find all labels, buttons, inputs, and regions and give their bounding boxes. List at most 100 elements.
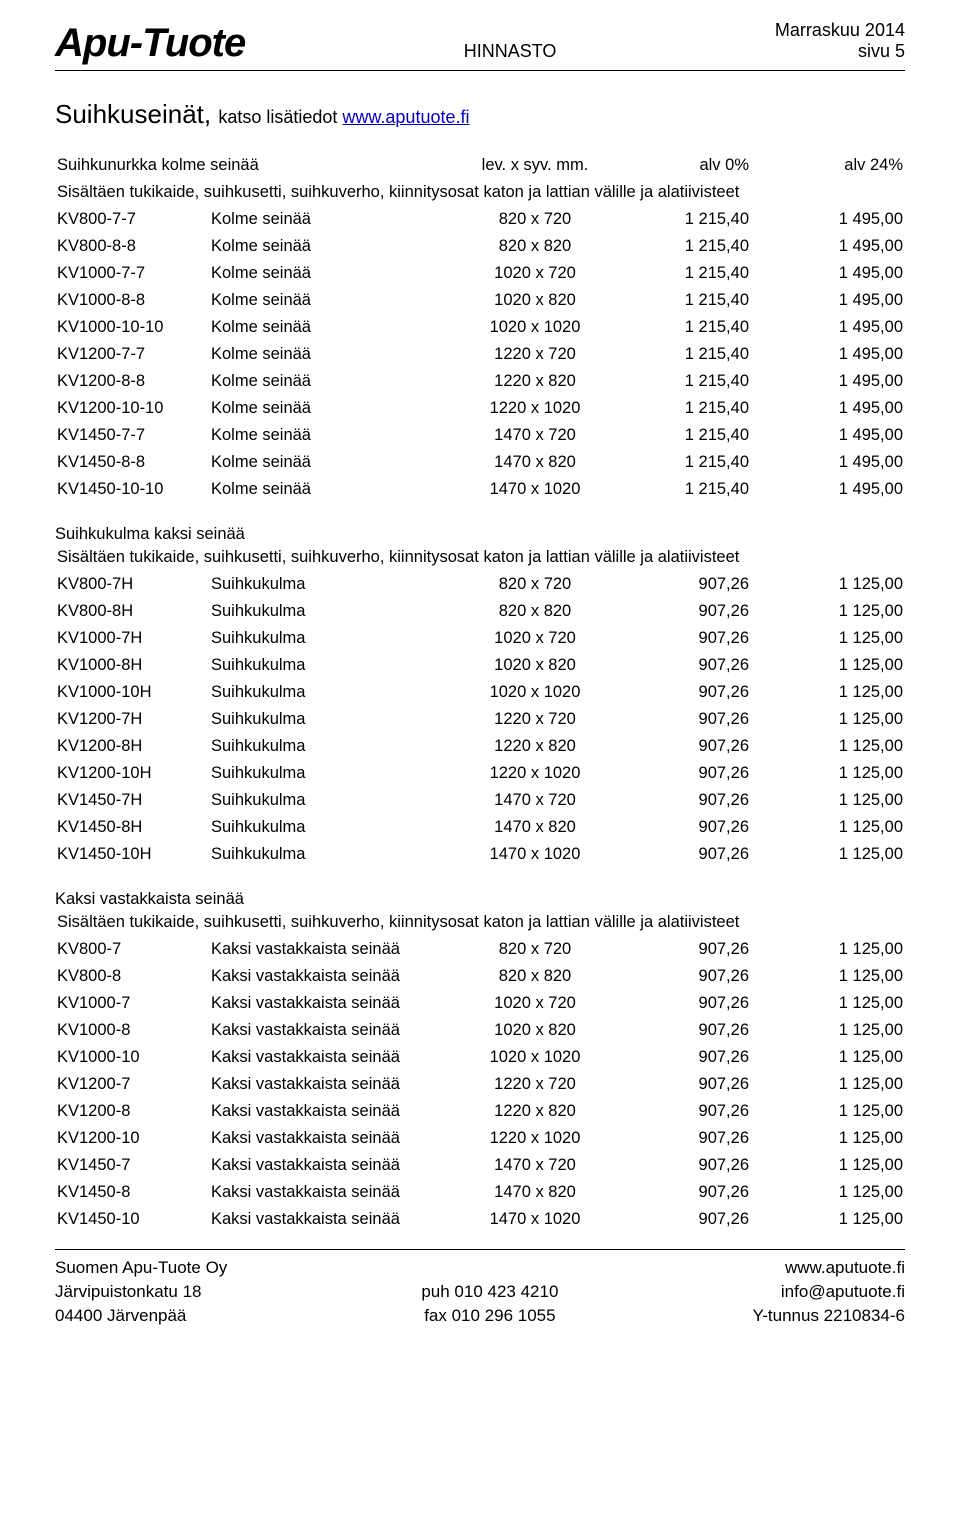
cell-price-novat: 907,26: [607, 1206, 751, 1233]
cell-price-vat: 1 125,00: [751, 1017, 905, 1044]
cell-price-novat: 907,26: [607, 990, 751, 1017]
cell-size: 1220 x 720: [463, 1071, 607, 1098]
cell-size: 1020 x 1020: [463, 679, 607, 706]
table-row: KV1450-8-8Kolme seinää1470 x 8201 215,40…: [55, 449, 905, 476]
cell-size: 1470 x 820: [463, 449, 607, 476]
section3-head: Kaksi vastakkaista seinää: [55, 890, 905, 909]
cell-price-novat: 1 215,40: [607, 314, 751, 341]
cell-desc: Kaksi vastakkaista seinää: [209, 1017, 463, 1044]
cell-code: KV1000-10: [55, 1044, 209, 1071]
cell-desc: Kaksi vastakkaista seinää: [209, 1179, 463, 1206]
cell-price-vat: 1 125,00: [751, 1125, 905, 1152]
section1-head-p1: alv 0%: [607, 152, 751, 179]
cell-code: KV1200-8-8: [55, 368, 209, 395]
cell-code: KV1200-7: [55, 1071, 209, 1098]
price-table-1: Suihkunurkka kolme seinää lev. x syv. mm…: [55, 152, 905, 503]
cell-size: 1020 x 720: [463, 990, 607, 1017]
cell-price-novat: 907,26: [607, 841, 751, 868]
cell-size: 1020 x 1020: [463, 314, 607, 341]
table-row: KV1200-8-8Kolme seinää1220 x 8201 215,40…: [55, 368, 905, 395]
cell-code: KV1000-10-10: [55, 314, 209, 341]
cell-price-novat: 907,26: [607, 1152, 751, 1179]
title-block: Suihkuseinät, katso lisätiedot www.aputu…: [55, 99, 905, 130]
cell-size: 1470 x 720: [463, 422, 607, 449]
cell-price-vat: 1 125,00: [751, 571, 905, 598]
table-row: KV1200-7HSuihkukulma1220 x 720907,261 12…: [55, 706, 905, 733]
cell-desc: Suihkukulma: [209, 598, 463, 625]
table-row: KV1450-10-10Kolme seinää1470 x 10201 215…: [55, 476, 905, 503]
cell-price-vat: 1 495,00: [751, 449, 905, 476]
cell-desc: Kaksi vastakkaista seinää: [209, 990, 463, 1017]
cell-price-vat: 1 495,00: [751, 233, 905, 260]
footer-businessid: Y-tunnus 2210834-6: [752, 1304, 905, 1328]
cell-desc: Kolme seinää: [209, 476, 463, 503]
cell-size: 1020 x 720: [463, 260, 607, 287]
header-center: HINNASTO: [464, 41, 557, 66]
cell-price-novat: 907,26: [607, 787, 751, 814]
cell-desc: Kolme seinää: [209, 233, 463, 260]
table-row: KV800-7Kaksi vastakkaista seinää820 x 72…: [55, 936, 905, 963]
cell-code: KV1000-7: [55, 990, 209, 1017]
cell-desc: Suihkukulma: [209, 571, 463, 598]
aputuote-link[interactable]: www.aputuote.fi: [342, 107, 469, 127]
table-row: KV1200-7Kaksi vastakkaista seinää1220 x …: [55, 1071, 905, 1098]
table-row: KV1000-8Kaksi vastakkaista seinää1020 x …: [55, 1017, 905, 1044]
cell-price-novat: 1 215,40: [607, 368, 751, 395]
cell-size: 820 x 820: [463, 233, 607, 260]
table-row: KV800-8Kaksi vastakkaista seinää820 x 82…: [55, 963, 905, 990]
cell-size: 1220 x 720: [463, 706, 607, 733]
cell-desc: Kolme seinää: [209, 368, 463, 395]
cell-price-novat: 907,26: [607, 1044, 751, 1071]
cell-price-vat: 1 495,00: [751, 287, 905, 314]
cell-size: 1220 x 720: [463, 341, 607, 368]
table-row: KV1200-8Kaksi vastakkaista seinää1220 x …: [55, 1098, 905, 1125]
cell-size: 820 x 820: [463, 963, 607, 990]
cell-size: 1470 x 1020: [463, 841, 607, 868]
cell-price-novat: 1 215,40: [607, 260, 751, 287]
cell-code: KV1000-10H: [55, 679, 209, 706]
cell-price-vat: 1 125,00: [751, 625, 905, 652]
cell-size: 1470 x 720: [463, 787, 607, 814]
cell-price-novat: 1 215,40: [607, 449, 751, 476]
price-table-2: Sisältäen tukikaide, suihkusetti, suihku…: [55, 544, 905, 868]
cell-size: 1470 x 820: [463, 1179, 607, 1206]
cell-price-vat: 1 125,00: [751, 1044, 905, 1071]
cell-price-novat: 907,26: [607, 1071, 751, 1098]
cell-desc: Suihkukulma: [209, 625, 463, 652]
cell-size: 1020 x 820: [463, 287, 607, 314]
cell-desc: Kolme seinää: [209, 422, 463, 449]
cell-price-vat: 1 125,00: [751, 1071, 905, 1098]
cell-price-vat: 1 125,00: [751, 760, 905, 787]
section3-note: Sisältäen tukikaide, suihkusetti, suihku…: [55, 909, 905, 936]
table-row: KV1000-8HSuihkukulma1020 x 820907,261 12…: [55, 652, 905, 679]
cell-size: 1020 x 820: [463, 1017, 607, 1044]
cell-price-vat: 1 125,00: [751, 787, 905, 814]
footer-center: puh 010 423 4210 fax 010 296 1055: [421, 1256, 558, 1327]
cell-size: 1020 x 820: [463, 652, 607, 679]
cell-code: KV1200-8: [55, 1098, 209, 1125]
cell-price-novat: 907,26: [607, 814, 751, 841]
cell-price-vat: 1 495,00: [751, 476, 905, 503]
cell-price-novat: 1 215,40: [607, 395, 751, 422]
header-date: Marraskuu 2014: [775, 20, 905, 41]
cell-code: KV1200-10H: [55, 760, 209, 787]
section2-head: Suihkukulma kaksi seinää: [55, 525, 905, 544]
cell-code: KV1450-10: [55, 1206, 209, 1233]
cell-price-vat: 1 495,00: [751, 260, 905, 287]
cell-price-novat: 907,26: [607, 1017, 751, 1044]
cell-price-vat: 1 125,00: [751, 1152, 905, 1179]
cell-desc: Suihkukulma: [209, 841, 463, 868]
cell-desc: Suihkukulma: [209, 787, 463, 814]
cell-code: KV800-7H: [55, 571, 209, 598]
cell-price-vat: 1 495,00: [751, 422, 905, 449]
page-footer: Suomen Apu-Tuote Oy Järvipuistonkatu 18 …: [55, 1249, 905, 1327]
section1-head-left: Suihkunurkka kolme seinää: [55, 152, 463, 179]
cell-price-vat: 1 125,00: [751, 963, 905, 990]
section-3: Kaksi vastakkaista seinää Sisältäen tuki…: [55, 890, 905, 1233]
cell-desc: Kaksi vastakkaista seinää: [209, 936, 463, 963]
cell-code: KV1000-8H: [55, 652, 209, 679]
cell-code: KV1200-8H: [55, 733, 209, 760]
cell-price-novat: 907,26: [607, 706, 751, 733]
footer-city: 04400 Järvenpää: [55, 1304, 227, 1328]
cell-size: 1220 x 1020: [463, 1125, 607, 1152]
